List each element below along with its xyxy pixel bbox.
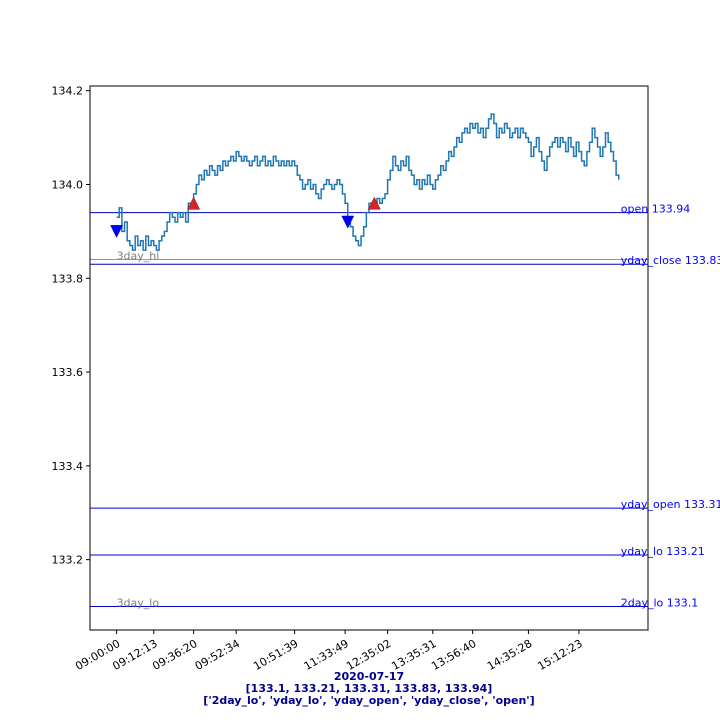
- y-tick-label: 134.0: [52, 178, 84, 191]
- x-tick-label: 12:35:02: [344, 637, 393, 673]
- reference-label: 3day_lo: [117, 597, 160, 610]
- y-tick-label: 133.8: [52, 272, 84, 285]
- x-tick-label: 09:52:34: [193, 637, 242, 673]
- y-tick-label: 133.4: [52, 460, 84, 473]
- level-label: open 133.94: [621, 203, 690, 216]
- x-tick-label: 09:36:20: [150, 637, 199, 673]
- chart-caption: 2020-07-17[133.1, 133.21, 133.31, 133.83…: [203, 670, 534, 707]
- y-tick-label: 133.6: [52, 366, 84, 379]
- y-axis: 133.2 133.4 133.6 133.8 134.0 134.2: [52, 85, 91, 567]
- reference-label: 3day_hi: [117, 250, 160, 263]
- signal-markers: [111, 197, 381, 237]
- x-tick-label: 13:56:40: [429, 637, 478, 673]
- y-tick-label: 134.2: [52, 85, 84, 98]
- level-label: yday_close 133.83: [621, 254, 720, 267]
- x-tick-label: 13:35:31: [389, 637, 438, 673]
- price-line: [117, 114, 619, 250]
- x-tick-label: 11:33:49: [302, 637, 351, 673]
- level-label: yday_open 133.31: [621, 498, 720, 511]
- plot-frame: [90, 86, 648, 630]
- caption-line: ['2day_lo', 'yday_lo', 'yday_open', 'yda…: [203, 694, 534, 707]
- x-tick-label: 10:51:39: [251, 637, 300, 673]
- x-tick-label: 14:35:28: [485, 637, 534, 673]
- level-lines: open 133.94 yday_close 133.83 yday_open 13…: [90, 203, 720, 610]
- level-label: 2day_lo 133.1: [621, 597, 699, 610]
- level-label: yday_lo 133.21: [621, 545, 705, 558]
- y-tick-label: 133.2: [52, 554, 84, 567]
- reference-lines: 3day_hi 3day_lo: [90, 250, 648, 610]
- sell-marker: [111, 225, 123, 237]
- price-series: [117, 114, 619, 250]
- x-tick-label: 15:12:23: [536, 637, 585, 673]
